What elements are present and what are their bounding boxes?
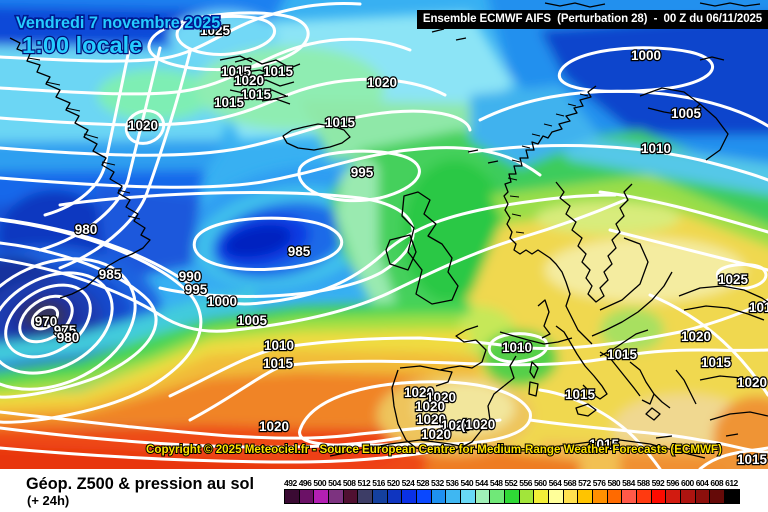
svg-text:985: 985 — [99, 267, 122, 282]
svg-text:985: 985 — [288, 244, 311, 259]
svg-text:1020: 1020 — [441, 418, 471, 433]
svg-text:1015: 1015 — [241, 87, 272, 102]
svg-text:1015: 1015 — [325, 115, 356, 130]
svg-text:970: 970 — [35, 314, 58, 329]
svg-text:1015: 1015 — [589, 437, 620, 452]
svg-text:1020: 1020 — [234, 73, 264, 88]
svg-text:1015: 1015 — [749, 300, 768, 315]
svg-text:1020: 1020 — [416, 412, 446, 427]
svg-text:Copyright © 2025 Meteociel.fr: Copyright © 2025 Meteociel.fr - Source E… — [146, 443, 722, 456]
svg-text:(1020: (1020 — [461, 417, 496, 432]
svg-text:1000: 1000 — [631, 48, 661, 63]
svg-text:1020: 1020 — [404, 385, 434, 400]
svg-text:1020: 1020 — [681, 329, 711, 344]
svg-text:1015: 1015 — [214, 95, 245, 110]
svg-text:1015: 1015 — [701, 355, 732, 370]
svg-text:1000: 1000 — [207, 294, 237, 309]
svg-text:1025: 1025 — [200, 23, 231, 38]
svg-text:1015: 1015 — [565, 387, 596, 402]
svg-text:990: 990 — [179, 269, 202, 284]
svg-text:1015: 1015 — [263, 356, 294, 371]
svg-text:995: 995 — [185, 282, 208, 297]
svg-text:1015: 1015 — [607, 347, 638, 362]
svg-text:980: 980 — [75, 222, 98, 237]
svg-text:1020: 1020 — [421, 427, 451, 442]
svg-text:Vendredi 7 novembre 2025: Vendredi 7 novembre 2025 — [16, 14, 220, 32]
svg-text:1015: 1015 — [737, 452, 768, 467]
svg-text:975: 975 — [54, 323, 77, 338]
svg-text:1010: 1010 — [264, 338, 294, 353]
svg-text:1005: 1005 — [671, 106, 702, 121]
svg-text:1020: 1020 — [367, 75, 397, 90]
svg-text:1020: 1020 — [415, 399, 445, 414]
svg-text:1005: 1005 — [237, 313, 268, 328]
svg-text:995: 995 — [351, 165, 374, 180]
svg-text:1010: 1010 — [502, 340, 532, 355]
svg-text:1025: 1025 — [718, 272, 749, 287]
svg-text:1015: 1015 — [221, 64, 252, 79]
svg-text:1020: 1020 — [737, 375, 767, 390]
svg-text:1:00 locale: 1:00 locale — [22, 32, 142, 58]
svg-text:1020: 1020 — [128, 118, 158, 133]
svg-text:1015: 1015 — [263, 64, 294, 79]
svg-text:980: 980 — [57, 330, 80, 345]
svg-text:1010: 1010 — [641, 141, 671, 156]
svg-text:1020: 1020 — [259, 419, 289, 434]
svg-text:1020: 1020 — [426, 390, 456, 405]
